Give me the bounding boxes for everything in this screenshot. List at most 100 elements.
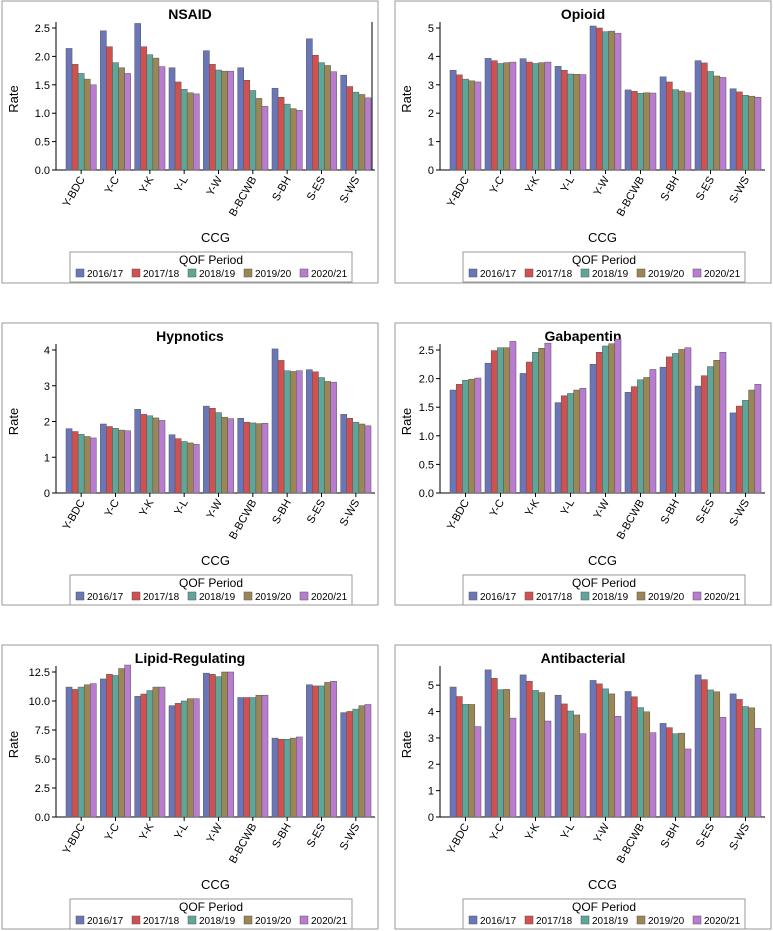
bar bbox=[249, 422, 257, 494]
bar bbox=[249, 697, 257, 818]
bar bbox=[221, 671, 228, 818]
bar bbox=[729, 412, 737, 494]
bar bbox=[340, 414, 347, 494]
bar bbox=[735, 699, 743, 818]
bar bbox=[312, 55, 319, 171]
bar bbox=[602, 31, 609, 171]
bar bbox=[694, 674, 702, 818]
bar bbox=[289, 737, 297, 818]
bar bbox=[140, 693, 148, 818]
bar bbox=[237, 418, 244, 494]
bar bbox=[684, 748, 692, 818]
bar bbox=[146, 54, 154, 171]
legend-entry: 2019/20 bbox=[648, 269, 685, 280]
bar bbox=[112, 62, 119, 171]
bar bbox=[215, 69, 222, 171]
legend-swatch bbox=[524, 591, 534, 601]
bar bbox=[158, 420, 166, 494]
chart-title: Opioid bbox=[561, 6, 605, 22]
bar bbox=[168, 434, 176, 494]
legend-entry: 2016/17 bbox=[480, 916, 517, 927]
bar bbox=[468, 704, 476, 818]
bar bbox=[643, 711, 651, 818]
bar bbox=[672, 353, 679, 494]
legend-swatch bbox=[243, 915, 253, 925]
bar bbox=[659, 76, 667, 171]
bar bbox=[215, 676, 222, 818]
bar bbox=[678, 349, 686, 494]
legend-entry: 2018/19 bbox=[199, 592, 236, 603]
bar bbox=[700, 62, 708, 171]
bar bbox=[735, 91, 743, 171]
bar bbox=[462, 78, 469, 171]
bar bbox=[227, 70, 234, 171]
bar bbox=[742, 95, 749, 171]
bar bbox=[346, 418, 354, 494]
y-tick-label: 5 bbox=[428, 23, 434, 35]
bar bbox=[468, 80, 476, 171]
bar bbox=[306, 369, 313, 494]
legend-title: QOF Period bbox=[572, 900, 636, 914]
bar bbox=[637, 707, 644, 818]
y-tick-label: 0.5 bbox=[35, 137, 50, 149]
legend-swatch bbox=[468, 268, 478, 278]
bar bbox=[237, 697, 244, 818]
bar bbox=[118, 668, 125, 818]
bar bbox=[318, 685, 325, 818]
bar bbox=[277, 739, 285, 818]
y-axis-label: Rate bbox=[6, 85, 21, 112]
y-tick-label: 1.0 bbox=[419, 431, 434, 443]
y-tick-label: 5.0 bbox=[35, 754, 50, 766]
bar bbox=[209, 408, 216, 494]
bar bbox=[318, 62, 325, 171]
bar bbox=[118, 67, 125, 171]
bar bbox=[525, 361, 533, 494]
y-tick-label: 2 bbox=[428, 108, 434, 120]
bar bbox=[261, 423, 269, 494]
legend-swatch bbox=[131, 268, 141, 278]
y-tick-label: 12.5 bbox=[29, 667, 50, 679]
bar bbox=[474, 726, 482, 818]
bar bbox=[614, 716, 622, 818]
y-tick-label: 0.0 bbox=[35, 812, 50, 824]
y-tick-label: 5 bbox=[428, 680, 434, 692]
bar bbox=[186, 92, 194, 171]
bar bbox=[124, 664, 131, 818]
bar bbox=[71, 431, 79, 494]
legend-swatch bbox=[580, 591, 590, 601]
bar bbox=[340, 74, 347, 171]
bar bbox=[296, 736, 303, 818]
legend-entry: 2017/18 bbox=[143, 269, 180, 280]
legend-entry: 2016/17 bbox=[87, 269, 124, 280]
bar bbox=[678, 90, 686, 171]
bar bbox=[352, 421, 360, 494]
x-axis-label: CCG bbox=[201, 877, 230, 892]
bar bbox=[65, 48, 73, 171]
y-tick-label: 2.0 bbox=[419, 374, 434, 386]
bar bbox=[271, 348, 279, 494]
bar bbox=[271, 737, 279, 818]
chart-panel-5: Lipid-Regulating 0.0 2.5 5.0 7.5 10.0 12.5 Rate… bbox=[1, 644, 379, 930]
bar bbox=[637, 93, 644, 171]
legend-swatch bbox=[131, 591, 141, 601]
legend-swatch bbox=[243, 591, 253, 601]
bar bbox=[659, 723, 667, 818]
bar bbox=[90, 437, 97, 494]
bar bbox=[324, 682, 331, 818]
bar bbox=[700, 679, 708, 818]
bar bbox=[364, 97, 372, 171]
bar bbox=[474, 81, 482, 171]
bar bbox=[544, 61, 552, 171]
bar bbox=[364, 425, 372, 494]
bar bbox=[77, 73, 85, 171]
bar bbox=[532, 63, 539, 171]
bar bbox=[554, 402, 562, 494]
bar bbox=[146, 415, 154, 494]
bar bbox=[193, 698, 200, 818]
bar bbox=[595, 352, 603, 494]
bar bbox=[140, 414, 148, 494]
bar bbox=[106, 674, 113, 818]
bar bbox=[567, 710, 574, 818]
